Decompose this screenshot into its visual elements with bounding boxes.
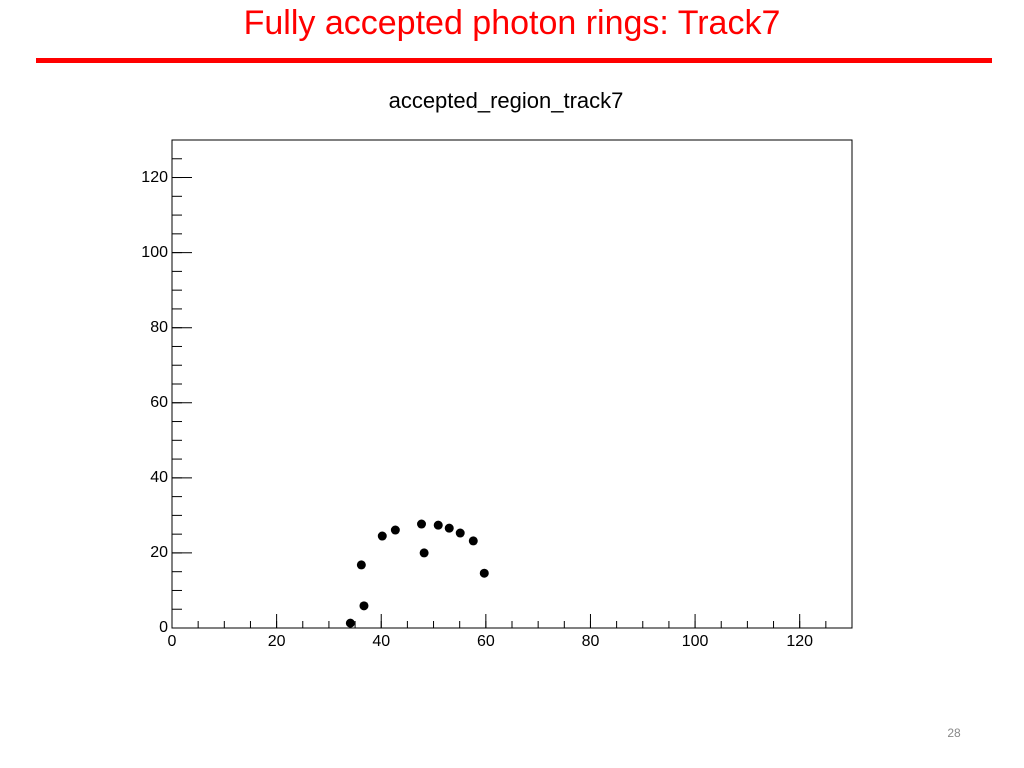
x-tick-label: 20 (268, 633, 286, 650)
y-tick-label: 40 (150, 469, 168, 486)
point (359, 601, 369, 611)
point (444, 523, 454, 533)
x-tick-label: 40 (372, 633, 390, 650)
x-tick-label: 60 (477, 633, 495, 650)
x-tick-label: 0 (168, 633, 177, 650)
point (377, 531, 387, 541)
y-tick-label: 60 (150, 394, 168, 411)
y-tick-label: 0 (159, 619, 168, 636)
title-rule (36, 58, 992, 63)
slide-title: Fully accepted photon rings: Track7 (244, 4, 781, 42)
point (419, 548, 429, 558)
point (390, 525, 400, 535)
page-number: 28 (947, 726, 961, 740)
point (433, 520, 443, 530)
plot-frame (171, 139, 853, 629)
point (417, 519, 427, 529)
point (356, 560, 366, 570)
y-tick-label: 120 (141, 169, 168, 186)
point (345, 618, 355, 628)
point (468, 536, 478, 546)
y-tick-label: 80 (150, 319, 168, 336)
point (479, 568, 489, 578)
point (455, 528, 465, 538)
x-tick-label: 100 (682, 633, 709, 650)
chart-title: accepted_region_track7 (389, 88, 624, 113)
x-tick-label: 120 (786, 633, 813, 650)
y-tick-label: 100 (141, 244, 168, 261)
x-tick-label: 80 (582, 633, 600, 650)
y-tick-label: 20 (150, 544, 168, 561)
